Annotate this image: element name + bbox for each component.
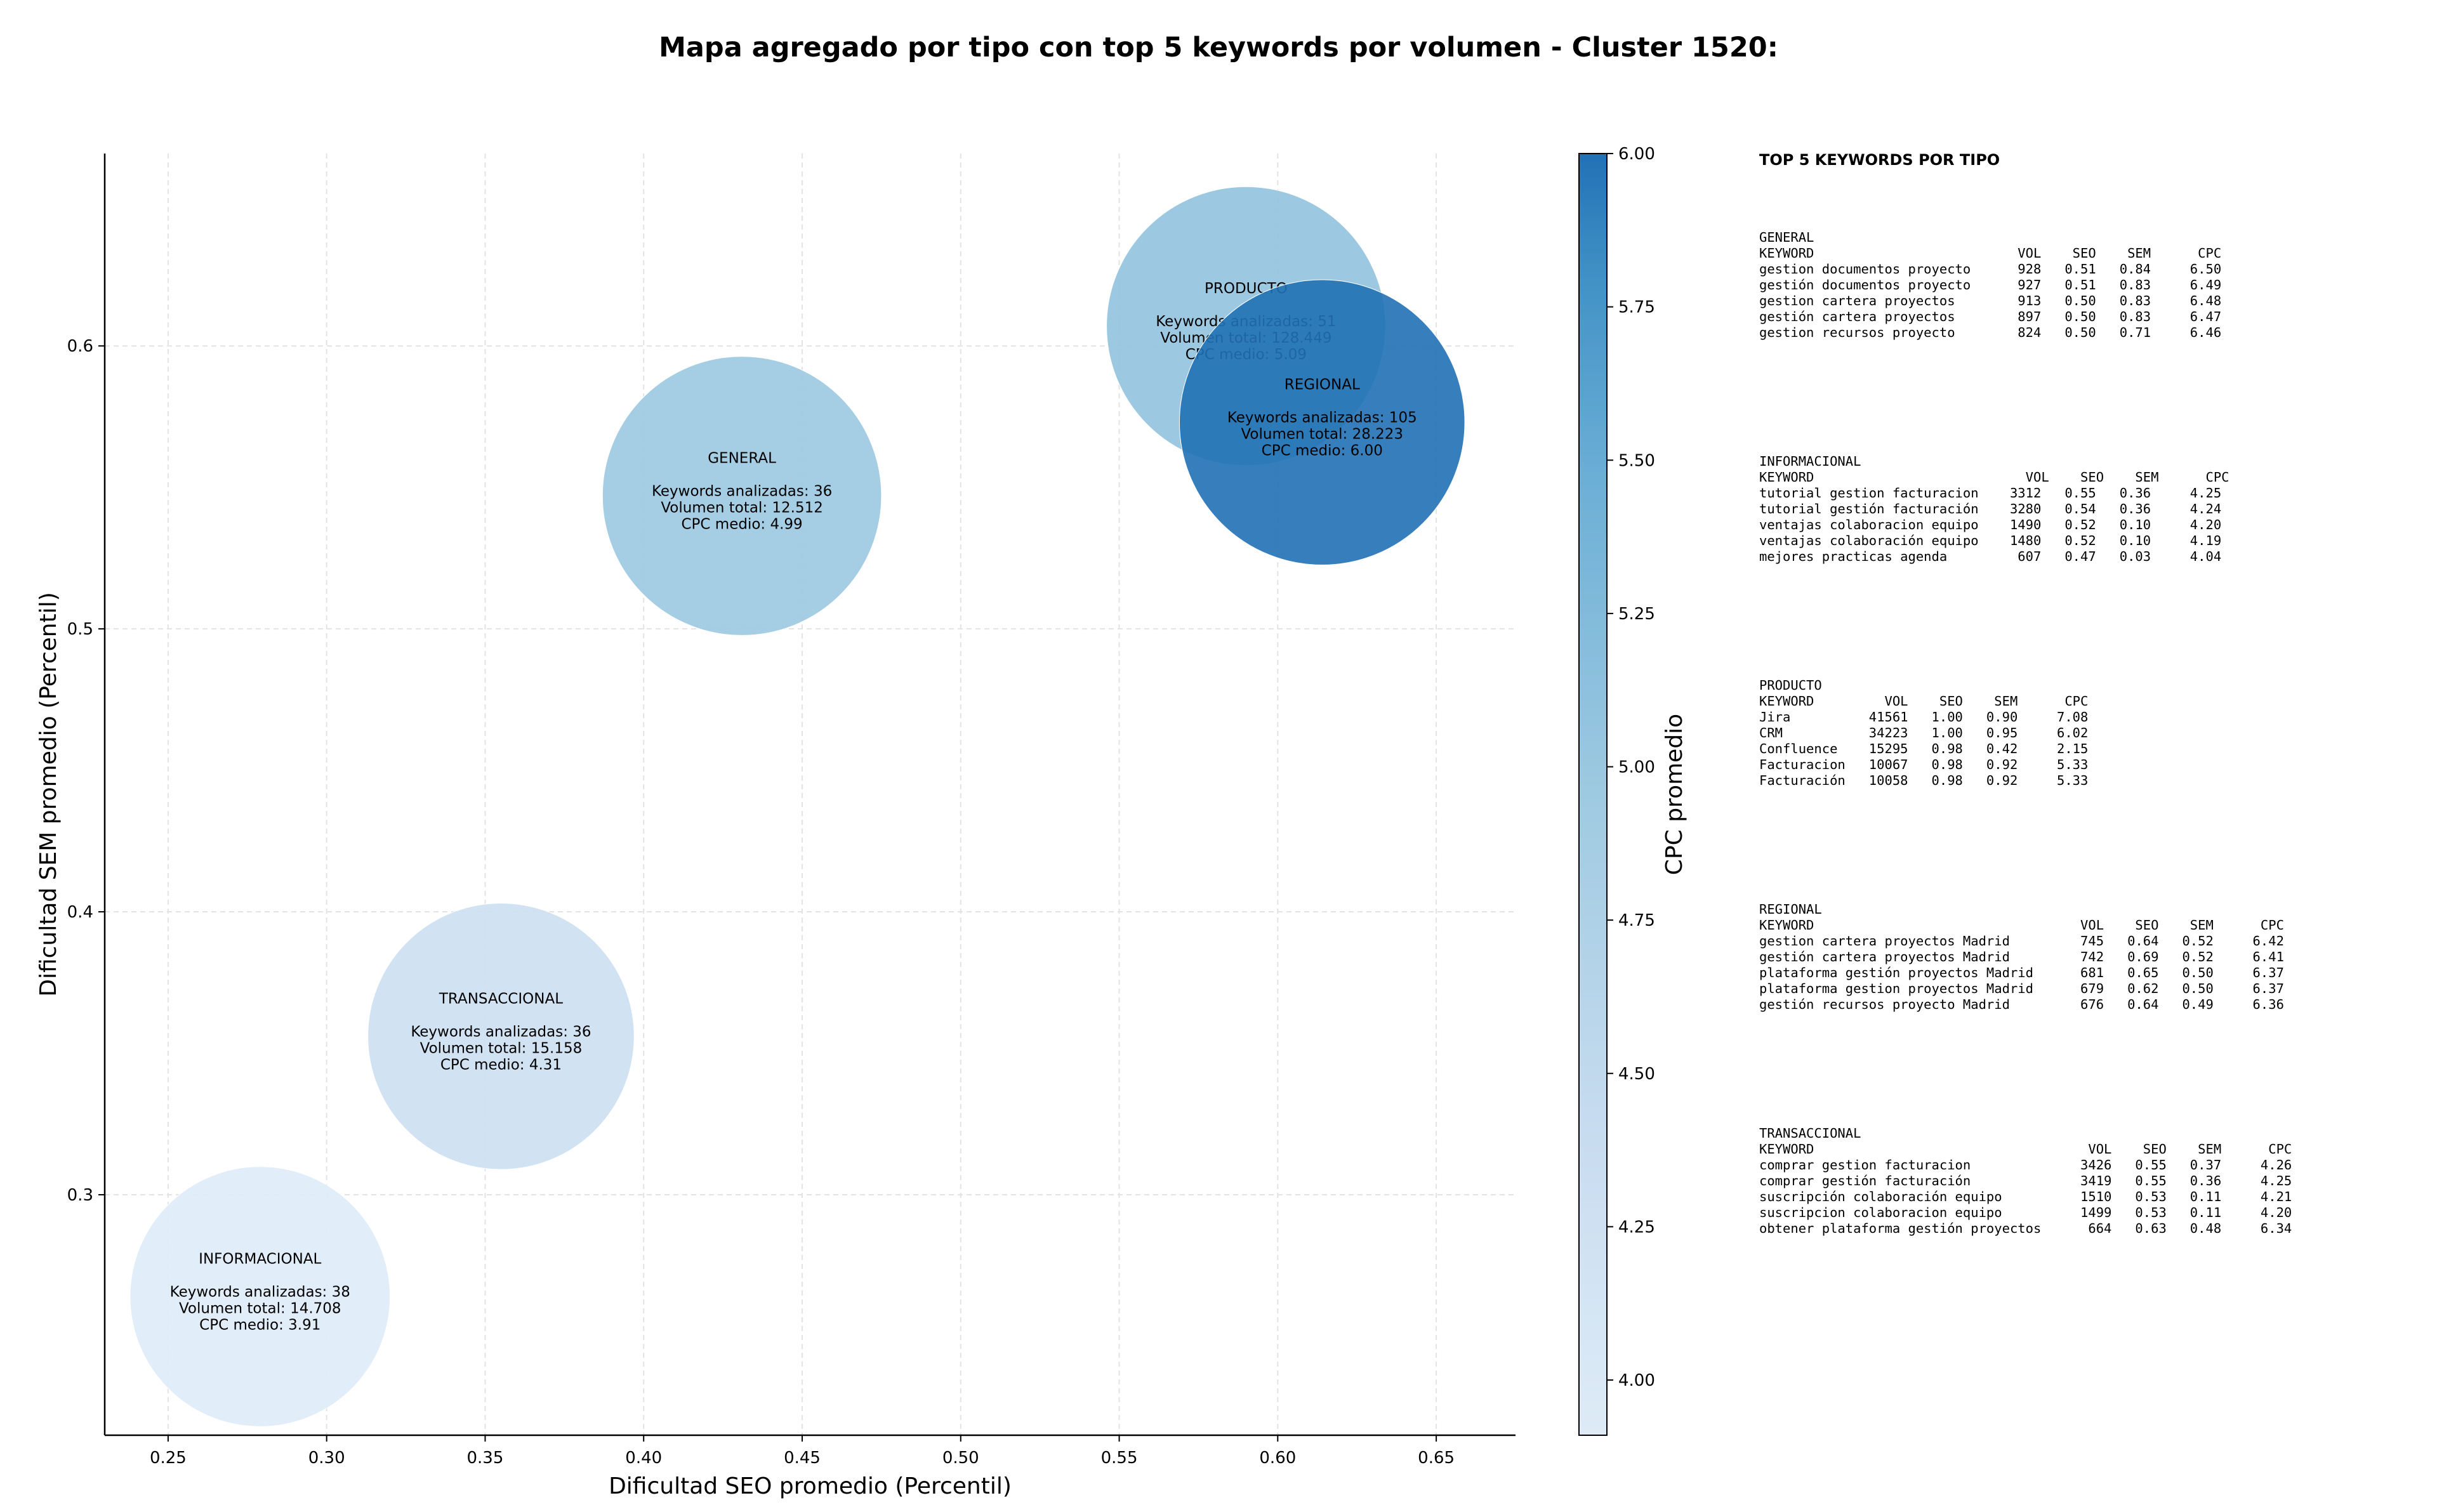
colorbar-label: CPC promedio bbox=[1661, 714, 1687, 875]
y-axis-label: Dificultad SEM promedio (Percentil) bbox=[36, 592, 62, 997]
colorbar-tick-label: 6.00 bbox=[1618, 145, 1655, 164]
bubble-stat-informacional: Volumen total: 14.708 bbox=[179, 1301, 341, 1317]
colorbar-tick-label: 4.75 bbox=[1618, 911, 1655, 930]
x-tick-label: 0.45 bbox=[784, 1449, 821, 1468]
bubble-stat-general: CPC medio: 4.99 bbox=[682, 516, 803, 533]
x-tick-label: 0.65 bbox=[1418, 1449, 1455, 1468]
colorbar: 4.00 4.25 4.50 4.75 5.00 5.25 5.50 5.75 6.00 CPC … bbox=[1578, 145, 1687, 1436]
keyword-section-regional: REGIONAL KEYWORD VOL SEO SEM CPC gestion… bbox=[1759, 902, 2284, 1012]
bubble-stat-regional: Volumen total: 28.223 bbox=[1241, 426, 1403, 443]
bubble-label-regional: REGIONAL bbox=[1285, 377, 1360, 393]
x-tick-label: 0.30 bbox=[308, 1449, 345, 1468]
keyword-section-transaccional: TRANSACCIONAL KEYWORD VOL SEO SEM CPC co… bbox=[1759, 1126, 2292, 1236]
bubble-stat-informacional: Keywords analizadas: 38 bbox=[170, 1284, 350, 1301]
bubble-stat-general: Keywords analizadas: 36 bbox=[652, 483, 832, 500]
bubble-stat-transaccional: CPC medio: 4.31 bbox=[440, 1056, 562, 1073]
colorbar-tick-label: 4.50 bbox=[1618, 1065, 1655, 1084]
x-tick-label: 0.55 bbox=[1101, 1449, 1138, 1468]
x-tick-label: 0.25 bbox=[150, 1449, 187, 1468]
x-tick-label: 0.60 bbox=[1259, 1449, 1296, 1468]
keyword-section-producto: PRODUCTO KEYWORD VOL SEO SEM CPC Jira 41… bbox=[1759, 678, 2089, 788]
y-tick-label: 0.4 bbox=[67, 903, 93, 922]
bubble-stat-general: Volumen total: 12.512 bbox=[661, 500, 823, 516]
y-tick-label: 0.6 bbox=[67, 337, 93, 356]
colorbar-gradient bbox=[1578, 153, 1608, 1436]
bubble-label-general: GENERAL bbox=[708, 450, 776, 467]
bubble-stat-informacional: CPC medio: 3.91 bbox=[199, 1317, 320, 1334]
chart-title: Mapa agregado por tipo con top 5 keyword… bbox=[659, 32, 1778, 63]
x-axis-label: Dificultad SEO promedio (Percentil) bbox=[609, 1473, 1012, 1499]
colorbar-tick-label: 4.25 bbox=[1618, 1218, 1655, 1237]
colorbar-tick-label: 5.00 bbox=[1618, 758, 1655, 777]
bubble-transaccional bbox=[367, 902, 635, 1170]
bubble-general bbox=[602, 356, 882, 636]
y-tick-label: 0.3 bbox=[67, 1186, 93, 1205]
x-tick-label: 0.50 bbox=[942, 1449, 979, 1468]
bubble-stat-transaccional: Keywords analizadas: 36 bbox=[411, 1023, 591, 1040]
keyword-panel-title: TOP 5 KEYWORDS POR TIPO bbox=[1759, 151, 2000, 169]
keyword-section-general: GENERAL KEYWORD VOL SEO SEM CPC gestion … bbox=[1759, 230, 2222, 340]
bubble-label-informacional: INFORMACIONAL bbox=[199, 1251, 321, 1268]
y-tick-label: 0.5 bbox=[67, 620, 93, 639]
bubble-stat-regional: CPC medio: 6.00 bbox=[1262, 443, 1383, 459]
bubble-informacional bbox=[129, 1166, 391, 1427]
colorbar-tick-label: 5.50 bbox=[1618, 451, 1655, 470]
colorbar-tick-label: 5.25 bbox=[1618, 605, 1655, 624]
bubble-stat-regional: Keywords analizadas: 105 bbox=[1227, 410, 1417, 426]
bubble-stat-transaccional: Volumen total: 15.158 bbox=[420, 1040, 583, 1056]
x-tick-label: 0.35 bbox=[467, 1449, 504, 1468]
x-tick-label: 0.40 bbox=[625, 1449, 662, 1468]
colorbar-tick-label: 4.00 bbox=[1618, 1371, 1655, 1390]
keyword-section-informacional: INFORMACIONAL KEYWORD VOL SEO SEM CPC tu… bbox=[1759, 454, 2229, 564]
axes: 0.25 0.30 0.35 0.40 0.45 0.50 0.55 0.60 0.65 0.3 0… bbox=[36, 154, 1516, 1499]
bubble-regional bbox=[1179, 279, 1465, 565]
bubble-label-transaccional: TRANSACCIONAL bbox=[439, 990, 563, 1007]
colorbar-tick-label: 5.75 bbox=[1618, 298, 1655, 317]
